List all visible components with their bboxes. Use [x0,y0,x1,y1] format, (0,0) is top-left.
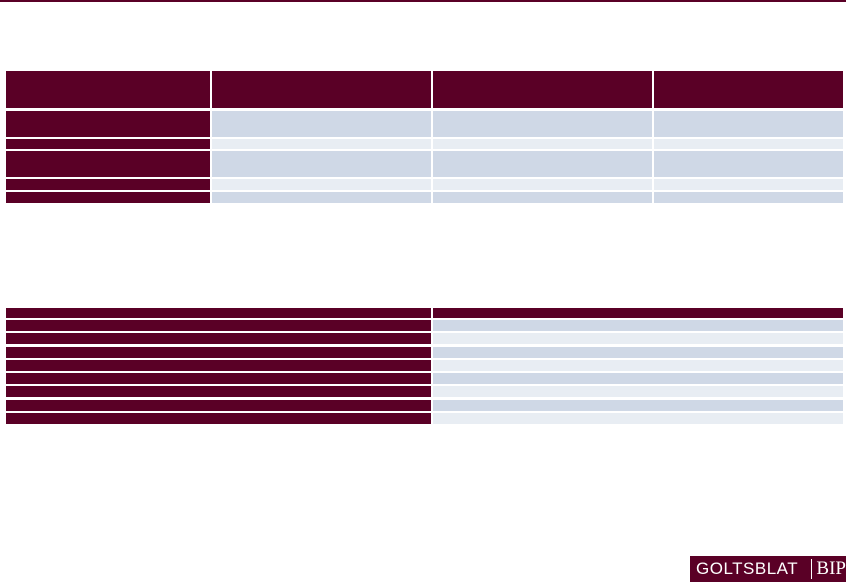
table-cell [433,320,843,331]
table-cell [433,373,843,384]
logo-suffix: BIP [816,558,846,579]
table-cell [433,346,843,358]
table-cell [654,139,843,149]
table-cell [6,192,210,203]
table-cell [433,333,843,345]
table-cell [6,333,431,345]
table-cell [433,308,843,318]
table-cell [212,192,431,203]
table-cell [433,386,843,398]
top-rule [0,0,846,2]
table-cell [433,139,652,149]
logo-divider [811,559,813,579]
table-cell [433,71,652,108]
table-cell [212,139,431,149]
table-cell [6,346,431,358]
table-cell [654,71,843,108]
table-cell [212,179,431,190]
table-cell [433,359,843,371]
table-cell [6,139,210,149]
table-cell [6,399,431,411]
table-cell [212,111,431,137]
table-cell [654,192,843,203]
table-cell [212,151,431,177]
logo: GOLTSBLAT BIP [690,556,846,582]
table-cell [212,71,431,108]
table-cell [654,179,843,190]
table-cell [6,151,210,177]
table-cell [6,111,210,137]
table-cell [6,320,431,331]
table-cell [433,192,652,203]
table-cell [433,111,652,137]
table-cell [6,386,431,398]
table-cell [433,412,843,424]
table-cell [433,151,652,177]
table-cell [6,71,210,108]
table-cell [6,412,431,424]
table-cell [6,308,431,318]
logo-name: GOLTSBLAT [696,559,799,578]
table-cell [6,179,210,190]
table-cell [6,359,431,371]
table-cell [433,399,843,411]
table-cell [654,151,843,177]
table-cell [654,111,843,137]
table-cell [6,373,431,384]
table-cell [433,179,652,190]
